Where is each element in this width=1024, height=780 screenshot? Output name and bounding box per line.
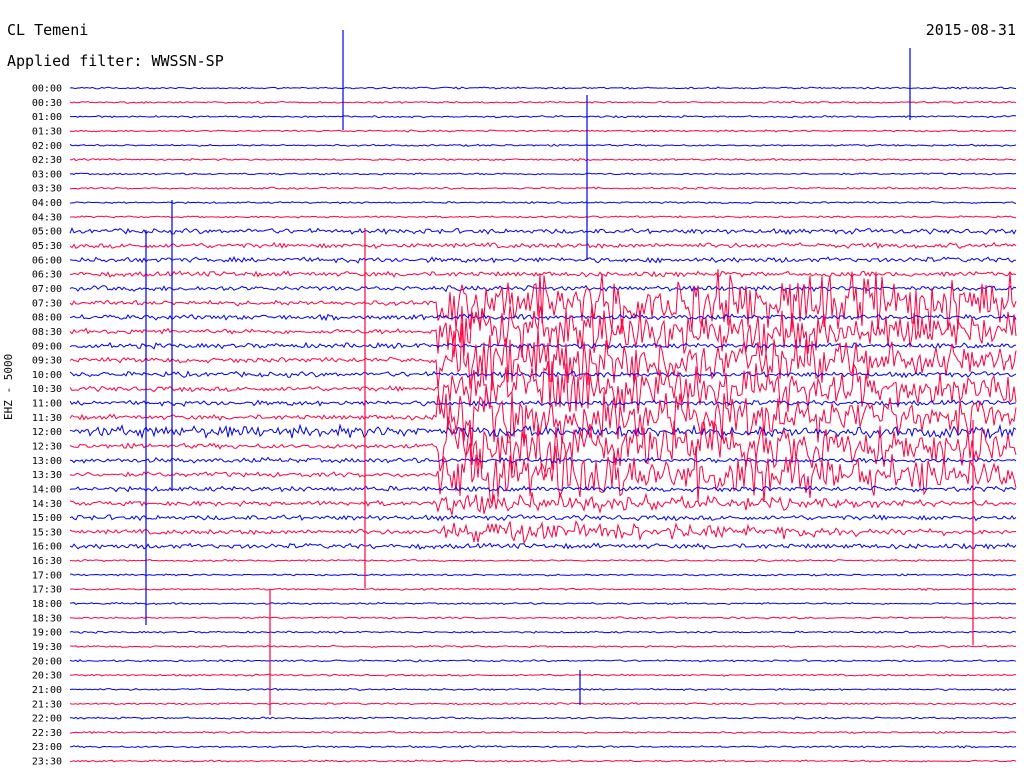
trace-line	[69, 587, 1017, 591]
trace-line	[69, 256, 1016, 264]
row-label: 11:30	[32, 413, 62, 424]
trace-line	[69, 416, 1017, 481]
row-label: 00:30	[32, 98, 62, 109]
row-label: 16:00	[32, 542, 62, 553]
row-label: 03:30	[32, 184, 62, 195]
trace-line	[69, 616, 1017, 620]
trace-line	[69, 730, 1017, 735]
trace-line	[69, 361, 1017, 415]
row-label: 00:00	[32, 84, 62, 95]
trace-line	[69, 520, 1017, 545]
row-label: 16:30	[32, 556, 62, 567]
trace-line	[69, 659, 1017, 663]
row-label: 11:00	[32, 399, 62, 410]
row-label: 01:00	[32, 112, 62, 123]
trace-line	[69, 644, 1017, 649]
row-label: 09:30	[32, 356, 62, 367]
trace-line	[69, 304, 1017, 358]
row-label: 13:30	[32, 470, 62, 481]
row-label: 15:00	[32, 513, 62, 524]
trace-line	[70, 573, 1017, 577]
trace-line	[69, 630, 1017, 634]
trace-line	[69, 323, 1017, 391]
row-label: 21:00	[32, 685, 62, 696]
trace-line	[69, 443, 1017, 505]
row-label: 22:00	[32, 714, 62, 725]
filter-label: Applied filter: WWSSN-SP	[7, 52, 224, 70]
trace-line	[69, 491, 1017, 516]
trace-line	[69, 386, 1017, 447]
trace-line	[69, 456, 1017, 464]
row-label: 18:30	[32, 613, 62, 624]
row-label: 19:00	[32, 628, 62, 639]
row-label: 07:00	[32, 284, 62, 295]
trace-line	[69, 370, 1017, 379]
row-label: 04:30	[32, 212, 62, 223]
trace-line	[69, 313, 1017, 322]
trace-line	[70, 215, 1017, 219]
trace-line	[69, 558, 1017, 563]
trace-line	[69, 514, 1017, 522]
trace-line	[69, 341, 1017, 350]
row-label: 12:30	[32, 442, 62, 453]
row-label: 23:30	[32, 757, 62, 768]
row-label: 07:30	[32, 298, 62, 309]
row-label: 14:00	[32, 484, 62, 495]
row-label: 05:30	[32, 241, 62, 252]
trace-line	[69, 687, 1016, 692]
row-label: 19:30	[32, 642, 62, 653]
trace-line	[69, 129, 1017, 133]
row-label: 20:30	[32, 671, 62, 682]
row-label: 09:00	[32, 341, 62, 352]
trace-line	[69, 86, 1017, 90]
row-label: 17:30	[32, 585, 62, 596]
row-label: 18:00	[32, 599, 62, 610]
trace-line	[69, 485, 1017, 493]
trace-line	[69, 745, 1017, 749]
row-label: 20:00	[32, 656, 62, 667]
row-label: 21:30	[32, 699, 62, 710]
trace-line	[69, 542, 1017, 550]
trace-line	[69, 759, 1017, 763]
row-label: 02:30	[32, 155, 62, 166]
row-label: 04:00	[32, 198, 62, 209]
trace-line	[69, 172, 1017, 176]
row-label: 23:00	[32, 742, 62, 753]
trace-line	[69, 399, 1017, 407]
trace-line	[69, 241, 1017, 250]
row-label: 08:30	[32, 327, 62, 338]
row-label: 06:00	[32, 255, 62, 266]
row-label: 08:00	[32, 313, 62, 324]
row-label: 15:30	[32, 527, 62, 538]
date-label: 2015-08-31	[925, 21, 1016, 39]
row-label: 13:00	[32, 456, 62, 467]
trace-line	[70, 270, 1017, 278]
trace-line	[69, 227, 1017, 236]
row-label: 12:00	[32, 427, 62, 438]
row-label: 06:30	[32, 270, 62, 281]
row-label: 17:00	[32, 570, 62, 581]
station-title: CL Temeni	[7, 21, 89, 39]
trace-line	[69, 143, 1017, 147]
trace-line	[69, 200, 1017, 205]
row-label: 01:30	[32, 126, 62, 137]
trace-line	[69, 702, 1017, 706]
row-label: 10:00	[32, 370, 62, 381]
row-label: 02:00	[32, 141, 62, 152]
trace-line	[70, 157, 1017, 162]
trace-line	[69, 186, 1016, 190]
row-label: 05:00	[32, 227, 62, 238]
trace-line	[69, 100, 1017, 104]
trace-line	[69, 423, 1017, 440]
trace-line	[69, 114, 1017, 119]
row-label: 10:30	[32, 384, 62, 395]
trace-line	[69, 673, 1017, 677]
row-label: 14:30	[32, 499, 62, 510]
row-label: 03:00	[32, 169, 62, 180]
trace-line	[69, 601, 1017, 606]
trace-line	[70, 716, 1017, 720]
row-label: 22:30	[32, 728, 62, 739]
